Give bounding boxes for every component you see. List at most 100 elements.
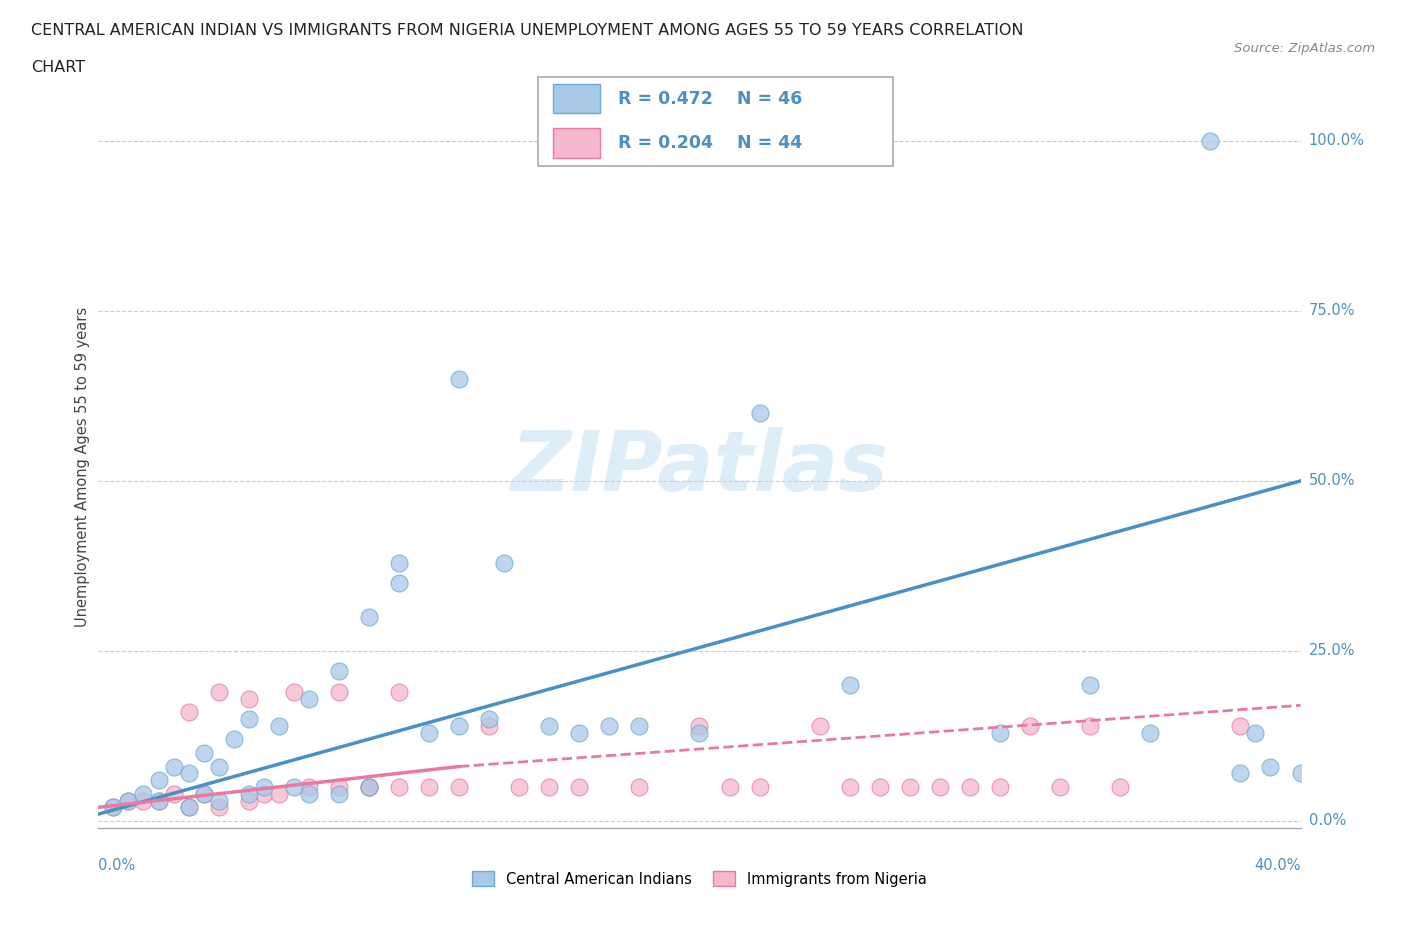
Text: ZIPatlas: ZIPatlas: [510, 427, 889, 508]
Point: [1289, 766, 1312, 781]
Point: [148, 793, 170, 808]
Text: Source: ZipAtlas.com: Source: ZipAtlas.com: [1234, 42, 1375, 55]
Point: [208, 800, 231, 815]
Point: [988, 725, 1011, 740]
Point: [628, 718, 651, 733]
Point: [328, 684, 350, 699]
Point: [267, 786, 290, 801]
Point: [357, 779, 380, 794]
Point: [148, 793, 170, 808]
Point: [508, 779, 530, 794]
Point: [357, 779, 380, 794]
Point: [388, 555, 411, 570]
Point: [162, 786, 184, 801]
Point: [238, 786, 260, 801]
Point: [1019, 718, 1042, 733]
Point: [208, 684, 231, 699]
Point: [1199, 134, 1222, 149]
Point: [418, 725, 440, 740]
Point: [298, 786, 321, 801]
Point: [103, 800, 125, 815]
Point: [869, 779, 891, 794]
Text: 40.0%: 40.0%: [1254, 858, 1301, 873]
Text: 75.0%: 75.0%: [1309, 303, 1355, 318]
Point: [328, 779, 350, 794]
FancyBboxPatch shape: [553, 84, 600, 113]
FancyBboxPatch shape: [538, 77, 893, 166]
Point: [838, 779, 860, 794]
Point: [447, 718, 470, 733]
Text: CHART: CHART: [31, 60, 84, 75]
Point: [253, 779, 276, 794]
Point: [357, 609, 380, 624]
Text: 25.0%: 25.0%: [1309, 644, 1355, 658]
Text: CENTRAL AMERICAN INDIAN VS IMMIGRANTS FROM NIGERIA UNEMPLOYMENT AMONG AGES 55 TO: CENTRAL AMERICAN INDIAN VS IMMIGRANTS FR…: [31, 23, 1024, 38]
Point: [748, 405, 770, 420]
Point: [478, 711, 501, 726]
Legend: Central American Indians, Immigrants from Nigeria: Central American Indians, Immigrants fro…: [467, 866, 932, 893]
Point: [132, 786, 155, 801]
Point: [628, 779, 651, 794]
Point: [193, 786, 215, 801]
Point: [328, 664, 350, 679]
Point: [748, 779, 770, 794]
Point: [1078, 718, 1101, 733]
Point: [1229, 766, 1251, 781]
Point: [1139, 725, 1161, 740]
Point: [388, 576, 411, 591]
Text: 50.0%: 50.0%: [1309, 473, 1355, 488]
Point: [1229, 718, 1251, 733]
Point: [447, 779, 470, 794]
Text: R = 0.472    N = 46: R = 0.472 N = 46: [619, 89, 803, 108]
Point: [538, 779, 561, 794]
Point: [568, 779, 591, 794]
Point: [328, 786, 350, 801]
Point: [357, 779, 380, 794]
Point: [177, 766, 200, 781]
Point: [388, 779, 411, 794]
Point: [598, 718, 620, 733]
Point: [1260, 759, 1282, 774]
Point: [1244, 725, 1267, 740]
Point: [838, 677, 860, 692]
Point: [117, 793, 139, 808]
Point: [283, 779, 305, 794]
Point: [494, 555, 516, 570]
Point: [959, 779, 981, 794]
Point: [177, 800, 200, 815]
Point: [177, 800, 200, 815]
Point: [447, 371, 470, 386]
Point: [1049, 779, 1071, 794]
FancyBboxPatch shape: [553, 128, 600, 158]
Point: [208, 793, 231, 808]
Point: [898, 779, 921, 794]
Point: [418, 779, 440, 794]
Point: [298, 779, 321, 794]
Point: [568, 725, 591, 740]
Point: [538, 718, 561, 733]
Point: [208, 759, 231, 774]
Point: [238, 793, 260, 808]
Point: [1078, 677, 1101, 692]
Point: [132, 793, 155, 808]
Point: [238, 691, 260, 706]
Point: [298, 691, 321, 706]
Point: [267, 718, 290, 733]
Point: [283, 684, 305, 699]
Text: 0.0%: 0.0%: [98, 858, 135, 873]
Point: [388, 684, 411, 699]
Point: [177, 705, 200, 720]
Point: [718, 779, 741, 794]
Point: [238, 711, 260, 726]
Point: [688, 725, 710, 740]
Point: [162, 759, 184, 774]
Point: [988, 779, 1011, 794]
Point: [193, 746, 215, 761]
Point: [117, 793, 139, 808]
Text: 0.0%: 0.0%: [1309, 814, 1346, 829]
Point: [253, 786, 276, 801]
Point: [808, 718, 831, 733]
Point: [688, 718, 710, 733]
Point: [929, 779, 952, 794]
Point: [103, 800, 125, 815]
